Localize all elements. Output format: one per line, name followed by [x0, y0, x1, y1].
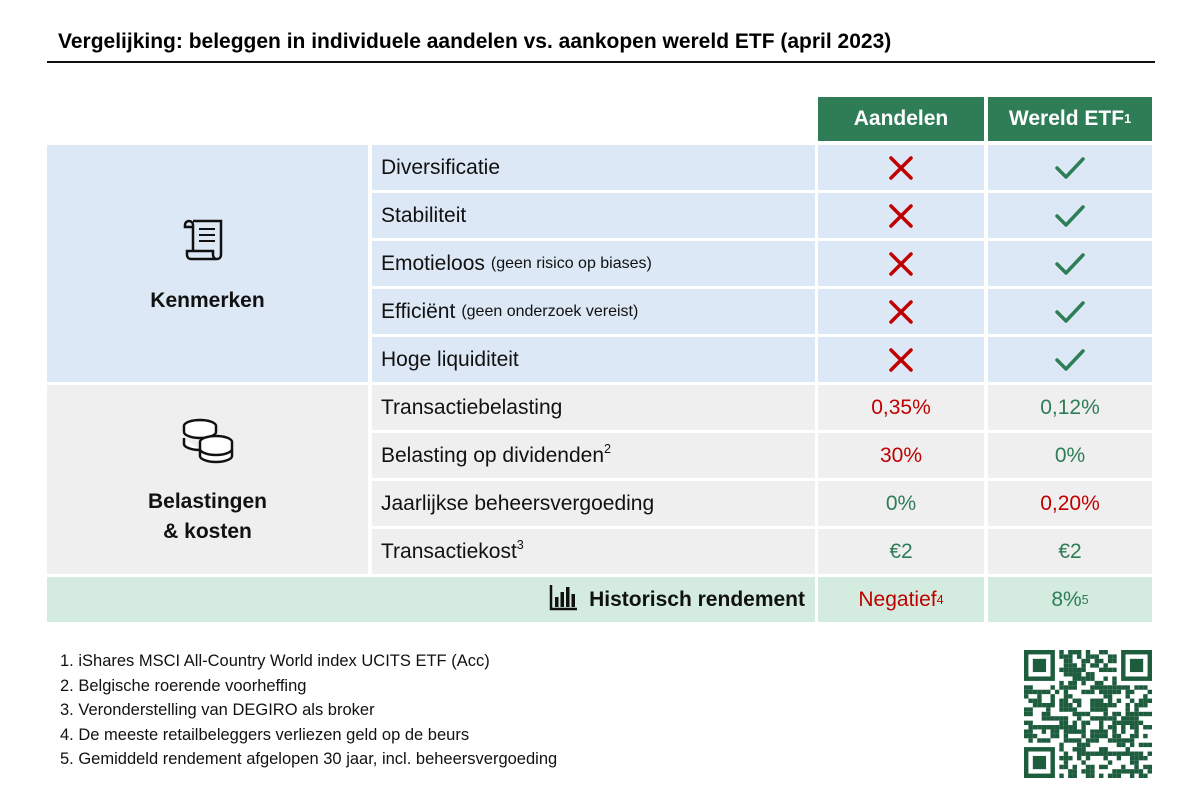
chart-icon [549, 583, 579, 617]
row-cell [988, 289, 1152, 334]
row-label: Hoge liquiditeit [372, 337, 815, 382]
cell-value: 0% [885, 491, 917, 515]
header-text: Wereld ETF [1008, 107, 1125, 130]
title: Vergelijking: beleggen in individuele aa… [58, 30, 892, 53]
cell-value: Negatief [858, 587, 937, 611]
row-label-text: Transactiekost3 [381, 537, 524, 563]
cell-value: 0% [1054, 443, 1086, 467]
row-label: Stabiliteit [372, 193, 815, 238]
section-label: Belastingen & kosten [47, 385, 368, 574]
scroll-icon [183, 219, 222, 260]
cell-value: €2 [889, 539, 913, 563]
row-label: Efficiënt (geen onderzoek vereist) [372, 289, 815, 334]
row-label-sup: 3 [516, 537, 524, 552]
row-cell [818, 145, 984, 190]
cell-value: 8% [1051, 587, 1082, 611]
row-cell: 0,35% [818, 385, 984, 430]
row-note: (geen onderzoek vereist) [461, 302, 639, 320]
row-label: Transactiekost3 [372, 529, 815, 574]
qr-code [1024, 650, 1152, 778]
row-label: Belasting op dividenden2 [372, 433, 815, 478]
cross-icon [889, 155, 913, 180]
row-label-text: Belasting op dividenden2 [381, 441, 612, 467]
section-icon [183, 215, 233, 271]
row-cell [988, 241, 1152, 286]
column-header: Aandelen [818, 97, 984, 141]
check-icon [1055, 252, 1085, 275]
row-cell: €2 [818, 529, 984, 574]
cross-icon [889, 251, 913, 276]
section-label: Kenmerken [47, 145, 368, 382]
section-title: Kenmerken [150, 288, 265, 312]
row-cell: 0,20% [988, 481, 1152, 526]
column-header: Wereld ETF 1 [988, 97, 1152, 141]
section-title: & kosten [163, 519, 252, 543]
header-text: Aandelen [853, 107, 949, 130]
summary-cell: Negatief 4 [818, 577, 984, 622]
cross-icon [889, 299, 913, 324]
row-label: Diversificatie [372, 145, 815, 190]
row-cell: 0% [988, 433, 1152, 478]
cross-icon [889, 203, 913, 228]
row-label-text: Transactiebelasting [381, 395, 563, 419]
cell-value: 0,20% [1040, 491, 1100, 515]
row-label-text: Jaarlijkse beheersvergoeding [381, 491, 655, 515]
cell-value: €2 [1058, 539, 1082, 563]
cell-value: 30% [879, 443, 923, 467]
footnote: 1. iShares MSCI All-Country World index … [60, 652, 490, 670]
summary-label: Historisch rendement [47, 577, 815, 622]
row-label-sup: 2 [604, 441, 612, 456]
footnote: 5. Gemiddeld rendement afgelopen 30 jaar… [60, 750, 558, 768]
summary-label-text: Historisch rendement [589, 587, 805, 611]
row-label-text: Emotieloos [381, 251, 485, 275]
row-label-text: Hoge liquiditeit [381, 347, 519, 371]
row-label: Emotieloos (geen risico op biases) [372, 241, 815, 286]
cell-value: 0,12% [1040, 395, 1100, 419]
row-note: (geen risico op biases) [490, 254, 652, 272]
row-label-text: Diversificatie [381, 155, 501, 179]
row-cell [818, 193, 984, 238]
section-title: Belastingen [147, 489, 268, 513]
check-icon [1055, 348, 1085, 371]
row-cell: 30% [818, 433, 984, 478]
row-cell [818, 289, 984, 334]
row-cell [988, 145, 1152, 190]
footnote: 2. Belgische roerende voorheffing [60, 676, 307, 695]
row-cell: 0,12% [988, 385, 1152, 430]
summary-cell: 8% 5 [988, 577, 1152, 622]
row-label-text: Stabiliteit [381, 203, 467, 227]
row-label: Jaarlijkse beheersvergoeding [372, 481, 815, 526]
row-cell: €2 [988, 529, 1152, 574]
footnote: 3. Veronderstelling van DEGIRO als broke… [60, 701, 375, 719]
footnote: 4. De meeste retailbeleggers verliezen g… [60, 725, 470, 744]
section-icon [178, 416, 238, 472]
check-icon [1055, 204, 1085, 227]
row-label-text: Efficiënt [381, 299, 456, 323]
cross-icon [889, 347, 913, 372]
check-icon [1055, 156, 1085, 179]
row-label: Transactiebelasting [372, 385, 815, 430]
row-cell [988, 193, 1152, 238]
cell-value: 0,35% [871, 395, 931, 419]
row-cell [818, 337, 984, 382]
row-cell [988, 337, 1152, 382]
row-cell: 0% [818, 481, 984, 526]
row-cell [818, 241, 984, 286]
check-icon [1055, 300, 1085, 323]
coins-icon [182, 418, 233, 463]
title-rule [47, 61, 1155, 63]
